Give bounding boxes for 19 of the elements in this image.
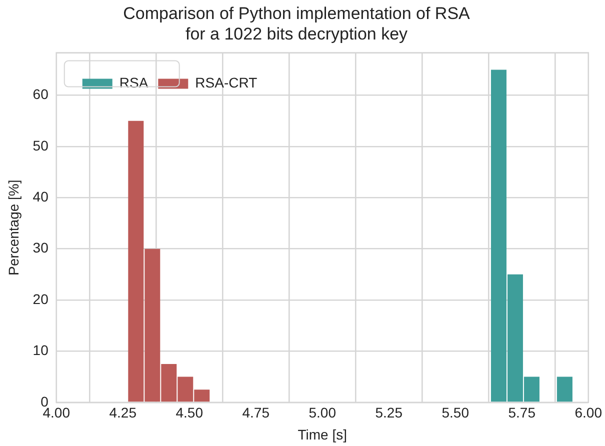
x-tick-label: 5.75 <box>508 404 536 421</box>
x-tick-label: 4.50 <box>176 404 204 421</box>
y-tick-label: 10 <box>32 342 49 358</box>
x-axis-title: Time [s] <box>298 426 348 442</box>
y-tick-label: 20 <box>32 290 49 307</box>
chart-title: Comparison of Python implementation of RSA for a 1022 bits decryption key <box>123 4 471 44</box>
y-axis-title: Percentage [%] <box>5 180 22 276</box>
y-tick-label: 30 <box>32 240 49 256</box>
x-tick-label: 6.00 <box>574 404 602 421</box>
y-tick-label: 60 <box>32 86 49 102</box>
x-tick-label: 5.00 <box>308 404 336 421</box>
y-tick-label: 0 <box>40 393 49 410</box>
x-tick-label: 5.25 <box>375 404 403 421</box>
legend-label: RSA-CRT <box>195 74 258 91</box>
y-tick-label: 40 <box>32 188 49 205</box>
x-tick-label: 4.25 <box>109 404 137 421</box>
x-tick-label: 5.50 <box>442 404 470 421</box>
y-tick-label: 50 <box>32 137 49 154</box>
x-tick-label: 4.75 <box>242 404 270 421</box>
